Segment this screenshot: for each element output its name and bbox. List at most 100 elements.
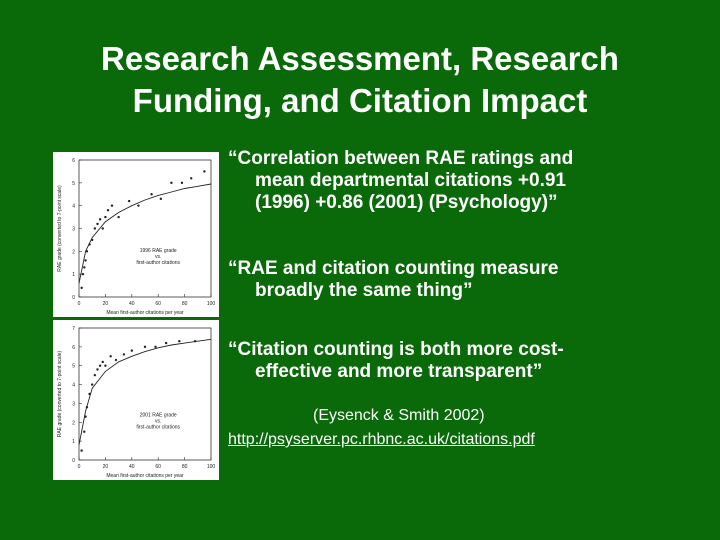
bullet-3-line-1: “Citation counting is both more cost- — [228, 339, 564, 360]
citation-reference: (Eysenck & Smith 2002) — [313, 407, 485, 424]
data-point — [101, 227, 104, 230]
fit-curve — [78, 338, 212, 445]
x-axis-label: Mean first-author citations per year — [106, 473, 184, 479]
data-point — [109, 355, 112, 358]
plot-frame — [78, 159, 212, 298]
data-point — [96, 222, 99, 226]
data-point — [98, 218, 102, 221]
x-axis-label: Mean first-author citations per year — [106, 310, 184, 316]
bullet-2-line-1: “RAE and citation counting measure — [228, 258, 559, 279]
chart-1996: 0 1 2 3 4 5 6 0 20 40 60 80 100 Mean first-author cit… — [53, 152, 219, 317]
data-point — [106, 209, 110, 212]
slide-title: Research Assessment, Research Funding, a… — [0, 38, 720, 122]
y-tick-label: 5 — [72, 181, 75, 187]
x-tick-label: 80 — [182, 464, 188, 470]
data-point — [83, 266, 86, 269]
x-tick-label: 60 — [155, 464, 161, 470]
data-point — [88, 392, 91, 396]
data-point — [85, 406, 89, 409]
data-point — [110, 204, 114, 207]
bullet-1: “Correlation between RAE ratings and mea… — [228, 148, 708, 214]
citation-block: (Eysenck & Smith 2002) http://psyserver.… — [228, 404, 668, 452]
data-point — [104, 364, 107, 367]
legend-line: 1996 RAE grade — [140, 248, 177, 254]
slide-title-line-1: Research Assessment, Research — [101, 40, 619, 77]
data-point — [80, 449, 83, 452]
bullet-2-line-2: broadly the same thing” — [255, 280, 473, 301]
data-point — [164, 341, 168, 345]
fit-curve — [78, 183, 212, 284]
data-point — [93, 227, 97, 230]
data-point — [130, 349, 133, 352]
data-point — [143, 345, 147, 349]
chart-2001-svg: 0 1 2 3 4 5 6 7 0 20 40 60 80 100 Mean first-author ci… — [57, 326, 216, 479]
data-point — [190, 177, 193, 180]
x-tick-label: 100 — [207, 464, 216, 470]
y-tick-label: 1 — [72, 272, 75, 278]
y-tick-label: 0 — [72, 458, 75, 464]
data-point — [98, 364, 102, 367]
legend-line: first-author citations — [136, 424, 180, 430]
x-tick-label: 100 — [207, 301, 216, 307]
data-point — [137, 204, 140, 207]
data-point — [85, 250, 89, 253]
data-point — [178, 340, 181, 343]
y-tick-label: 3 — [72, 401, 75, 407]
y-tick-label: 3 — [72, 227, 75, 233]
bullet-3: “Citation counting is both more cost- ef… — [228, 339, 708, 383]
y-tick-label: 5 — [72, 364, 75, 370]
data-point — [88, 243, 91, 246]
x-tick-label: 40 — [129, 464, 135, 470]
plot-frame — [78, 327, 212, 461]
x-tick-label: 60 — [155, 301, 161, 307]
data-point — [122, 353, 126, 356]
data-point — [154, 345, 157, 349]
x-tick-label: 0 — [78, 464, 81, 470]
data-point — [203, 170, 206, 173]
data-point — [96, 368, 99, 371]
y-tick-label: 0 — [72, 295, 75, 301]
data-point — [159, 197, 163, 201]
bullet-2: “RAE and citation counting measure broad… — [228, 258, 708, 302]
data-point — [101, 360, 104, 364]
data-point — [170, 181, 173, 185]
y-tick-label: 1 — [72, 439, 75, 445]
y-tick-label: 6 — [72, 345, 75, 351]
data-point — [84, 415, 87, 418]
legend-line: vs. — [155, 418, 161, 424]
y-axis-label: RAE grade (converted to 7-point scale) — [57, 185, 63, 272]
data-point — [91, 383, 94, 386]
legend-line: 2001 RAE grade — [140, 412, 177, 418]
y-tick-label: 6 — [72, 158, 75, 164]
chart-2001: 0 1 2 3 4 5 6 7 0 20 40 60 80 100 Mean first-author ci… — [53, 320, 219, 480]
data-point — [80, 286, 83, 290]
y-tick-label: 7 — [72, 326, 75, 332]
legend-line: vs. — [155, 254, 161, 260]
bullet-3-line-2: effective and more transparent” — [255, 361, 543, 382]
y-tick-label: 2 — [72, 249, 75, 255]
x-tick-label: 80 — [182, 301, 188, 307]
legend-line: first-author citations — [136, 260, 180, 266]
x-tick-label: 20 — [103, 301, 109, 307]
y-tick-label: 4 — [72, 383, 75, 389]
bullet-1-line-2: mean departmental citations +0.91 — [255, 170, 566, 191]
x-tick-label: 0 — [78, 301, 81, 307]
data-point — [117, 215, 120, 219]
data-point — [81, 272, 85, 276]
bullet-1-line-1: “Correlation between RAE ratings and — [228, 148, 574, 169]
data-point — [83, 430, 86, 433]
data-point — [180, 181, 184, 185]
y-tick-label: 2 — [72, 420, 75, 426]
bullet-1-line-3: (1996) +0.86 (2001) (Psychology)” — [255, 192, 558, 213]
x-tick-label: 20 — [103, 464, 109, 470]
citation-link[interactable]: http://psyserver.pc.rhbnc.ac.uk/citation… — [228, 431, 535, 448]
y-tick-label: 4 — [72, 204, 75, 210]
data-point — [114, 358, 118, 362]
data-point — [150, 193, 153, 196]
data-point — [104, 215, 107, 219]
x-tick-label: 40 — [129, 301, 135, 307]
y-axis-label: RAE grade (converted to 7-point scale) — [57, 350, 63, 437]
data-point — [91, 238, 94, 242]
slide-title-line-2: Funding, and Citation Impact — [132, 82, 588, 119]
